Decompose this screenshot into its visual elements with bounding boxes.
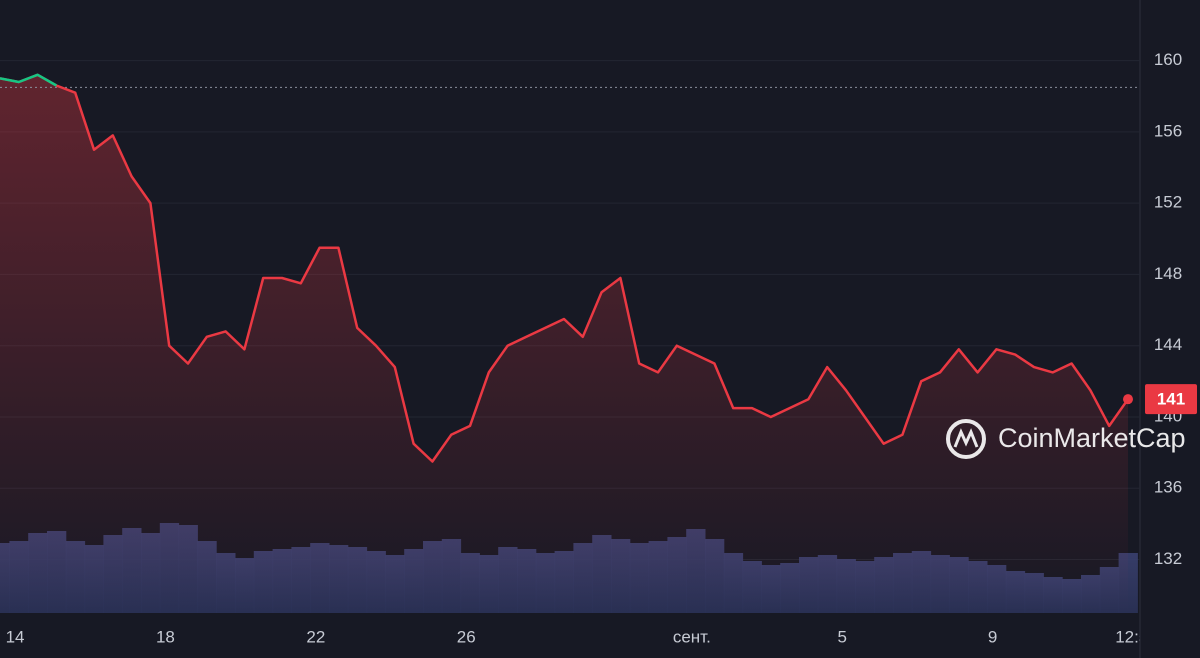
price-area [0,74,1128,614]
y-tick-label: 144 [1154,335,1182,354]
x-tick-label: 5 [838,627,847,646]
y-tick-label: 148 [1154,264,1182,283]
last-price-box [1145,384,1197,415]
x-tick-label: сент. [673,627,711,646]
x-tick-label: 26 [457,627,476,646]
y-tick-label: 132 [1154,549,1182,568]
y-tick-label: 160 [1154,50,1182,69]
logo-mark [953,428,979,448]
y-tick-label: 136 [1154,478,1182,497]
price-line-up [0,73,58,87]
x-tick-label: 18 [156,627,175,646]
x-tick-label: 12:5 [1115,627,1148,646]
logo [946,419,986,459]
x-tick-label: 9 [988,627,997,646]
watermark-text: CoinMarketCap [998,423,1186,453]
price [0,73,1140,614]
watermark: CoinMarketCap [946,419,1186,459]
last-price-label: 141 [1157,390,1185,409]
x-axis: 14 18 22 26 сент. 5 9 12:5 [6,627,1148,646]
price-line [0,73,1130,463]
x-tick-label: 22 [306,627,325,646]
x-tick-label: 14 [6,627,25,646]
y-tick-label: 152 [1154,193,1182,212]
y-tick-label: 156 [1154,121,1182,140]
last-point [1123,394,1133,405]
